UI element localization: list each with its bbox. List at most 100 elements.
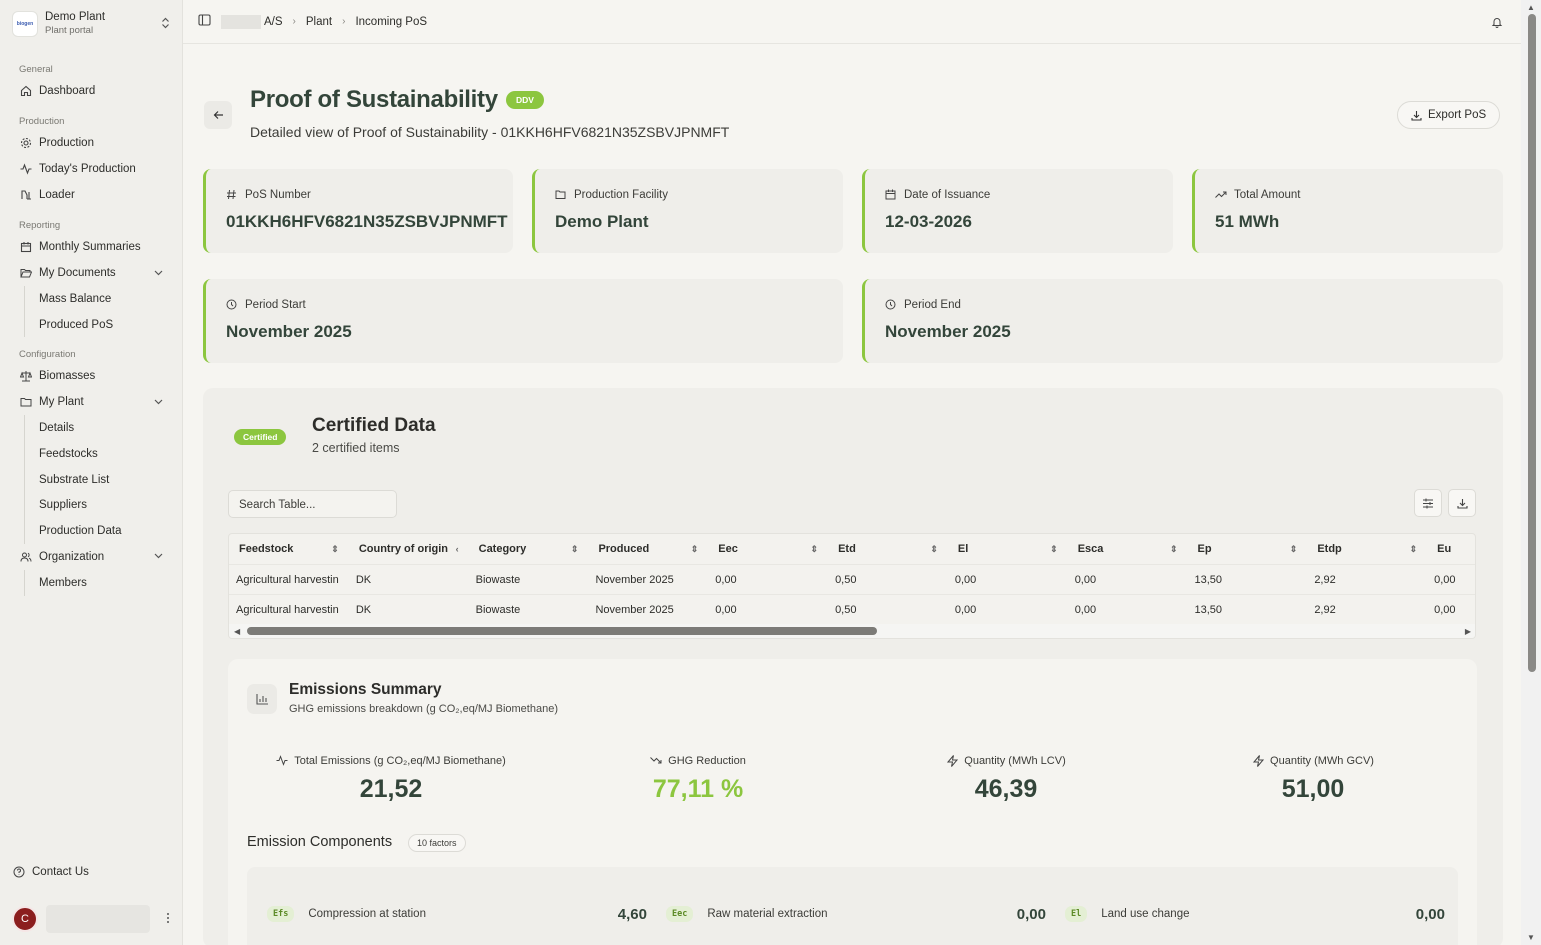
- breadcrumb-plant[interactable]: Plant: [305, 15, 333, 28]
- scroll-left-arrow-icon[interactable]: ◀: [234, 627, 241, 636]
- sort-icon: ⇕: [930, 543, 938, 554]
- cell-etdp: 2,92: [1314, 573, 1336, 586]
- nav-mass-balance[interactable]: Mass Balance: [25, 286, 182, 312]
- download-icon: [1456, 498, 1468, 509]
- col-header-label: Feedstock: [239, 543, 294, 555]
- col-header-label: Eu: [1437, 543, 1452, 555]
- calendar-icon: [19, 241, 32, 254]
- nav-loader[interactable]: Loader: [0, 182, 182, 208]
- stat-total-label: Total Emissions (g CO₂,eq/MJ Biomethane): [294, 755, 506, 767]
- table-horizontal-scrollbar[interactable]: ◀ ▶: [229, 624, 1475, 638]
- nav-todays-production[interactable]: Today's Production: [0, 156, 182, 182]
- page-title: Proof of Sustainability: [250, 86, 498, 113]
- table-row[interactable]: Agricultural harvestin DK Biowaste Novem…: [229, 565, 1475, 595]
- chevron-down-icon: [154, 397, 163, 408]
- certified-subtitle: 2 certified items: [312, 441, 400, 455]
- nav-my-plant[interactable]: My Plant: [0, 389, 182, 415]
- certified-data-table: Feedstock ⇕ Country of origin ‹ Category ⇕ …: [228, 533, 1476, 639]
- cell-feedstock: Agricultural harvestin: [236, 573, 339, 586]
- sort-icon: ⇕: [1169, 543, 1178, 554]
- column-settings-button[interactable]: [1414, 489, 1442, 517]
- col-etd[interactable]: Etd ⇕: [828, 543, 948, 555]
- cell-etdp: 2,92: [1314, 603, 1336, 616]
- breadcrumb-org[interactable]: A/S: [264, 15, 283, 28]
- col-category[interactable]: Category ⇕: [469, 543, 589, 555]
- more-vertical-icon[interactable]: [166, 912, 170, 927]
- cell-eu: 0,00: [1434, 573, 1456, 586]
- col-eu[interactable]: Eu: [1427, 543, 1475, 555]
- sort-icon: ⇕: [690, 543, 699, 554]
- component-eec: Eec Raw material extraction 0,00: [666, 899, 1046, 929]
- col-header-label: Etd: [838, 543, 856, 555]
- plant-switcher[interactable]: biogen Demo Plant Plant portal: [0, 0, 182, 48]
- chevron-down-icon: [154, 551, 163, 562]
- download-table-button[interactable]: [1448, 489, 1476, 517]
- bell-icon[interactable]: [1491, 16, 1503, 28]
- main-content: Proof of Sustainability DDV Detailed vie…: [183, 44, 1521, 945]
- zap-icon: [1252, 755, 1264, 767]
- chevron-right-icon: ›: [342, 16, 346, 27]
- scroll-down-arrow-icon[interactable]: ▼: [1527, 933, 1535, 942]
- nav-loader-label: Loader: [39, 189, 75, 201]
- card-pos-number: PoS Number 01KKH6HFV6821N35ZSBVJPNMFT: [203, 169, 513, 253]
- page-vertical-scrollbar[interactable]: ▲ ▼: [1521, 0, 1541, 945]
- card-pos-number-value: 01KKH6HFV6821N35ZSBVJPNMFT: [226, 212, 508, 231]
- scroll-up-arrow-icon[interactable]: ▲: [1527, 3, 1535, 12]
- nav-suppliers[interactable]: Suppliers: [25, 492, 182, 518]
- col-country-of-origin[interactable]: Country of origin ‹: [349, 543, 469, 555]
- nav-dashboard[interactable]: Dashboard: [0, 78, 182, 104]
- col-el[interactable]: El ⇕: [948, 543, 1068, 555]
- contact-us-link[interactable]: Contact Us: [13, 866, 89, 878]
- table-row[interactable]: Agricultural harvestin DK Biowaste Novem…: [229, 595, 1475, 625]
- certified-badge: Certified: [234, 429, 287, 445]
- col-produced[interactable]: Produced ⇕: [588, 543, 708, 555]
- nav-monthly-summaries[interactable]: Monthly Summaries: [0, 234, 182, 260]
- nav-biomasses[interactable]: Biomasses: [0, 363, 182, 389]
- back-button[interactable]: [204, 101, 232, 129]
- nav-my-documents-label: My Documents: [39, 267, 116, 279]
- chevrons-up-down-icon: [160, 17, 170, 32]
- user-menu[interactable]: C: [12, 905, 170, 933]
- export-pos-button[interactable]: Export PoS: [1397, 101, 1501, 129]
- nav-production-data[interactable]: Production Data: [25, 518, 182, 544]
- scroll-right-arrow-icon[interactable]: ▶: [1464, 627, 1471, 636]
- stat-quantity-lcv: Quantity (MWh LCV) 46,39: [853, 755, 1159, 804]
- search-table-input[interactable]: Search Table...: [228, 490, 397, 518]
- stat-reduction-label: GHG Reduction: [668, 755, 746, 767]
- col-ep[interactable]: Ep ⇕: [1188, 543, 1308, 555]
- nav-details[interactable]: Details: [25, 415, 182, 441]
- hash-icon: [226, 189, 238, 201]
- sidebar-toggle-icon[interactable]: [198, 14, 211, 29]
- col-header-label: Ep: [1197, 543, 1212, 555]
- sliders-icon: [1423, 498, 1433, 508]
- documents-submenu: Mass Balance Produced PoS: [24, 286, 182, 338]
- nav-production-label: Production: [39, 137, 94, 149]
- col-feedstock[interactable]: Feedstock ⇕: [229, 543, 349, 555]
- nav-organization[interactable]: Organization: [0, 544, 182, 570]
- arrow-left-icon: [213, 111, 223, 119]
- component-value: 4,60: [617, 905, 647, 923]
- col-eec[interactable]: Eec ⇕: [708, 543, 828, 555]
- emissions-title: Emissions Summary: [289, 681, 442, 698]
- nav-members[interactable]: Members: [25, 570, 182, 596]
- card-facility-value: Demo Plant: [555, 212, 649, 231]
- nav-substrate-list[interactable]: Substrate List: [25, 467, 182, 493]
- col-esca[interactable]: Esca ⇕: [1068, 543, 1188, 555]
- nav-my-documents[interactable]: My Documents: [0, 260, 182, 286]
- certified-data-panel: Certified Certified Data 2 certified ite…: [203, 388, 1503, 945]
- cell-eec: 0,00: [715, 573, 737, 586]
- table-scroll-thumb[interactable]: [247, 627, 877, 635]
- clock-icon: [226, 299, 238, 311]
- card-issuance-value: 12-03-2026: [885, 212, 972, 231]
- component-tag: Eec: [666, 906, 694, 922]
- emissions-summary: Emissions Summary GHG emissions breakdow…: [228, 659, 1477, 945]
- nav-feedstocks[interactable]: Feedstocks: [25, 441, 182, 467]
- nav-produced-pos[interactable]: Produced PoS: [25, 312, 182, 338]
- emissions-subtitle: GHG emissions breakdown (g CO₂,eq/MJ Bio…: [289, 703, 558, 715]
- section-reporting: Reporting: [19, 220, 61, 231]
- col-header-label: Country of origin: [358, 543, 449, 555]
- page-scroll-thumb[interactable]: [1528, 14, 1536, 672]
- nav-production[interactable]: Production: [0, 130, 182, 156]
- col-etdp[interactable]: Etdp ⇕: [1307, 543, 1427, 555]
- breadcrumb-current: Incoming PoS: [355, 15, 428, 28]
